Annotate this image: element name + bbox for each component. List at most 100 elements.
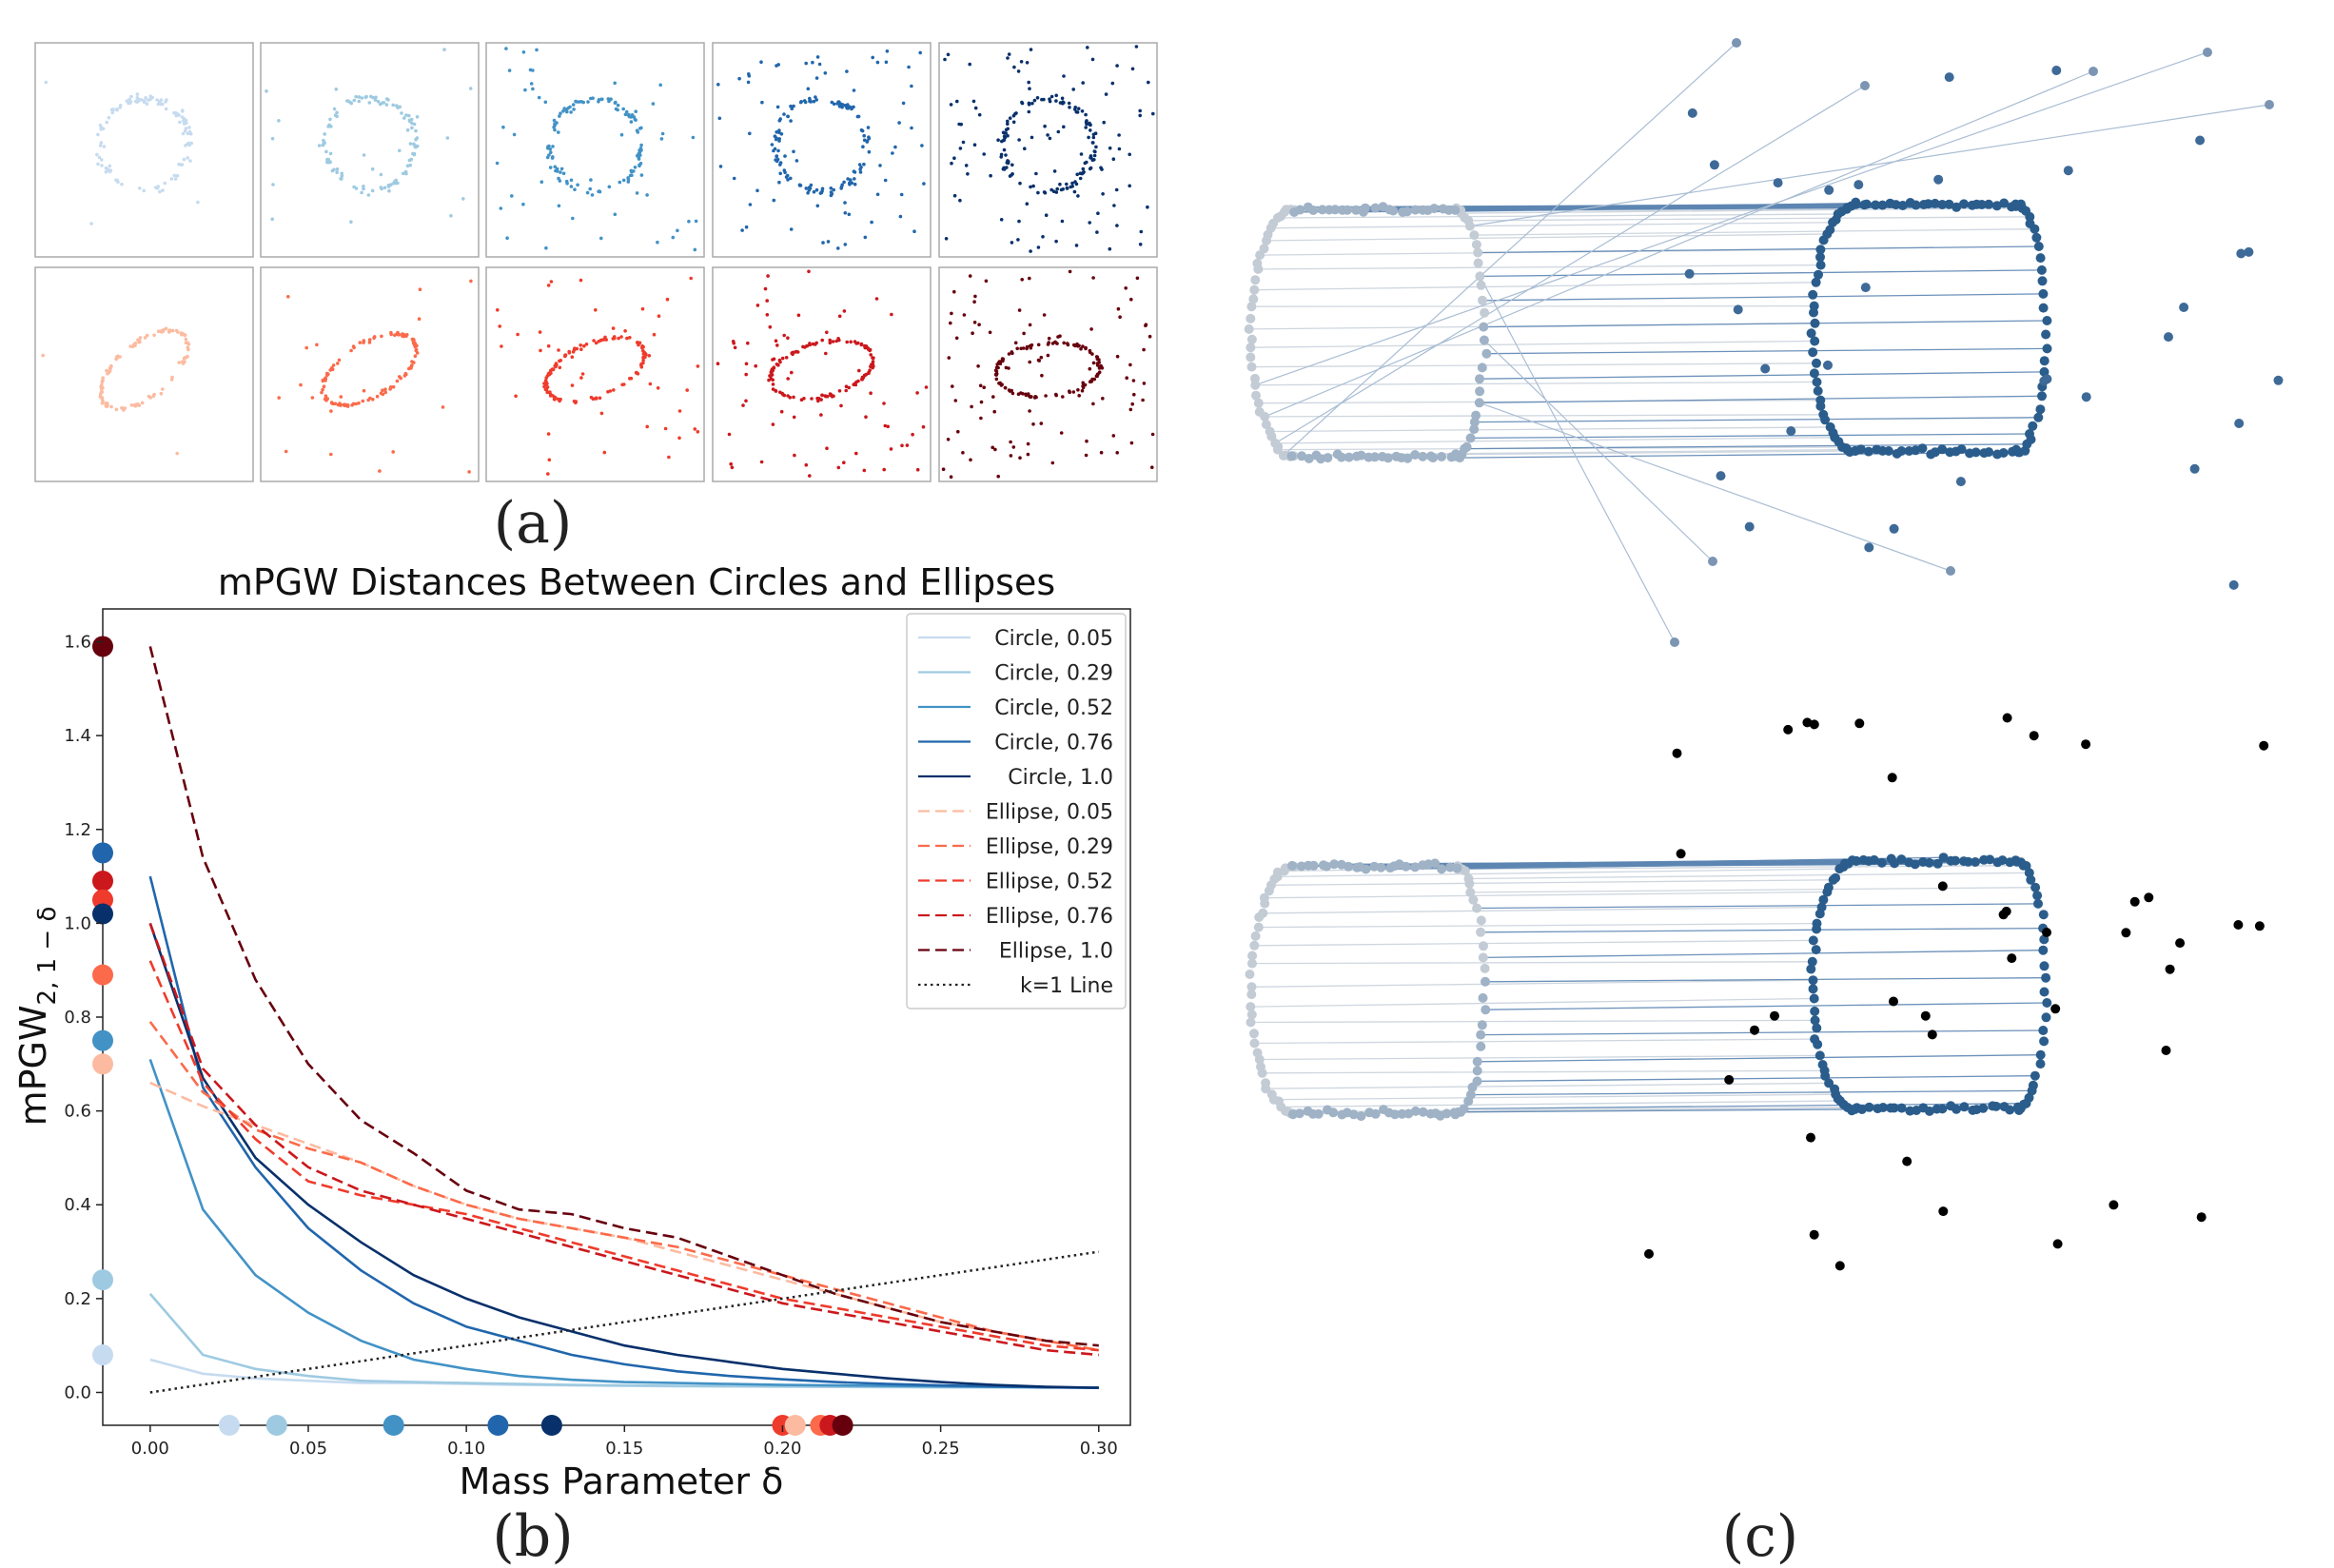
cloud-point (623, 112, 628, 117)
source-point (1418, 451, 1428, 461)
cloud-point (1049, 94, 1054, 99)
cloud-point (862, 138, 867, 143)
noise-point (580, 372, 585, 376)
noise-point (1086, 46, 1089, 49)
target-point (1809, 301, 1819, 311)
cloud-point (588, 186, 592, 191)
noise-point (379, 172, 383, 177)
noise-point (1117, 133, 1121, 137)
cloud-point (820, 393, 824, 398)
noise-point (744, 372, 748, 377)
noise-point (557, 130, 560, 134)
outlier-point (2050, 1004, 2061, 1014)
cloud-point (100, 158, 104, 162)
noise-point (839, 403, 843, 408)
cloud-point (382, 186, 387, 190)
outlier-point (2234, 419, 2245, 428)
source-point (1246, 982, 1257, 992)
cloud-point (163, 181, 167, 186)
stray-correspondence-line (1274, 85, 1866, 444)
noise-point (740, 228, 744, 232)
cloud-point (1060, 96, 1065, 101)
point-cloud-thumbnail (34, 266, 254, 482)
noise-point (1139, 229, 1144, 234)
cloud-point (325, 371, 329, 376)
cloud-point (178, 120, 182, 125)
source-point (1253, 398, 1264, 408)
cloud-point (850, 106, 853, 109)
cloud-point (1002, 138, 1006, 143)
thumbnail-frame (938, 266, 1158, 482)
cloud-point (138, 336, 143, 340)
cloud-point (844, 104, 849, 108)
cloud-point (374, 95, 378, 100)
cloud-point (1100, 366, 1105, 370)
correspondence-line (1263, 906, 1822, 914)
correspondence-line (1486, 347, 2048, 355)
target-point (2038, 1026, 2049, 1035)
noise-point (1095, 372, 1100, 377)
noise-point (1108, 246, 1112, 251)
noise-point (1029, 48, 1033, 51)
source-point (1248, 294, 1259, 304)
outlier-point (2236, 248, 2246, 259)
cloud-point (322, 384, 326, 389)
cloud-point (789, 104, 793, 108)
noise-point (521, 202, 525, 206)
source-point (1410, 205, 1421, 215)
cloud-point (183, 128, 187, 133)
noise-point (1100, 167, 1104, 171)
noise-point (862, 468, 867, 473)
noise-point (786, 114, 790, 119)
noise-point (819, 413, 823, 417)
outlier-point (2254, 921, 2265, 931)
y-axis-marker (92, 1053, 113, 1075)
target-point (2039, 961, 2050, 971)
noise-point (1061, 187, 1065, 191)
noise-point (1128, 407, 1133, 412)
cloud-point (181, 331, 185, 336)
outlier-point (1716, 471, 1726, 481)
noise-point (952, 156, 956, 160)
cloud-point (129, 94, 133, 99)
noise-point (507, 69, 512, 72)
noise-point (1084, 453, 1089, 458)
noise-point (807, 269, 811, 274)
cloud-point (335, 110, 339, 115)
cloud-point (98, 123, 103, 127)
cloud-point (186, 354, 189, 359)
source-point (1247, 958, 1257, 969)
correspondence-line (1479, 395, 2043, 403)
target-point (1956, 444, 1967, 455)
noise-point (404, 171, 408, 176)
noise-point (727, 432, 732, 437)
thumbnail-frame (34, 266, 254, 482)
noise-point (1046, 133, 1049, 137)
cloud-point (1091, 135, 1096, 140)
source-point (1437, 452, 1447, 461)
noise-point (504, 47, 508, 50)
target-point (1825, 225, 1835, 235)
source-point (1297, 451, 1307, 461)
cloud-point (597, 100, 600, 104)
noise-point (418, 287, 422, 292)
cloud-point (409, 364, 414, 368)
cloud-point (591, 96, 595, 100)
cloud-point (367, 101, 372, 105)
source-point (1476, 1041, 1486, 1051)
source-point (1245, 1002, 1256, 1012)
cloud-point (159, 391, 164, 396)
noise-point (1062, 125, 1066, 129)
stray-correspondence-line (1283, 42, 1737, 457)
source-point (1370, 1108, 1381, 1119)
target-point (1878, 1103, 1889, 1112)
target-point (1971, 857, 1980, 867)
cloud-point (115, 355, 119, 359)
cloud-point (379, 186, 383, 189)
target-point (2030, 224, 2040, 234)
cloud-point (161, 387, 165, 391)
noise-point (765, 313, 770, 317)
outlier-point (1887, 773, 1897, 783)
outlier-point (2175, 938, 2186, 949)
cloud-point (1067, 101, 1071, 106)
